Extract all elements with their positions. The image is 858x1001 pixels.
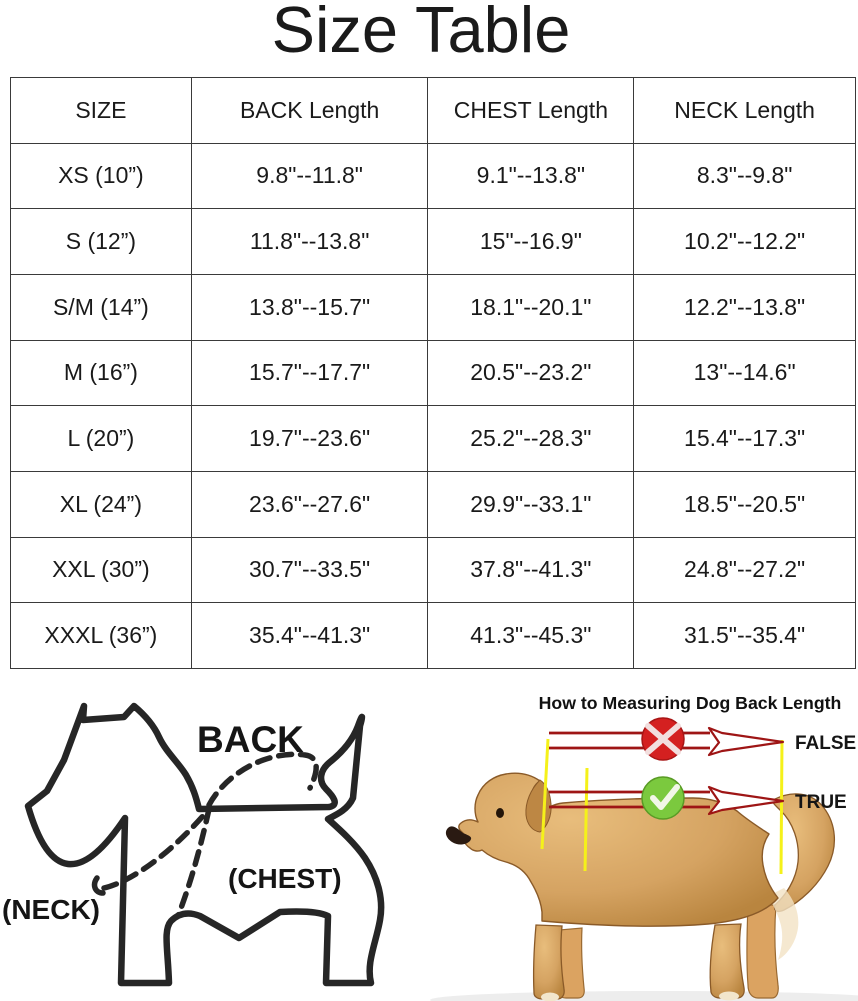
svg-text:(CHEST): (CHEST)	[228, 863, 342, 894]
svg-text:FALSE: FALSE	[795, 733, 856, 754]
svg-text:How to Measuring Dog Back Leng: How to Measuring Dog Back Length	[539, 693, 842, 713]
svg-text:BACK: BACK	[197, 719, 304, 760]
svg-text:TRUE: TRUE	[795, 792, 847, 813]
svg-text:(NECK): (NECK)	[2, 894, 100, 925]
